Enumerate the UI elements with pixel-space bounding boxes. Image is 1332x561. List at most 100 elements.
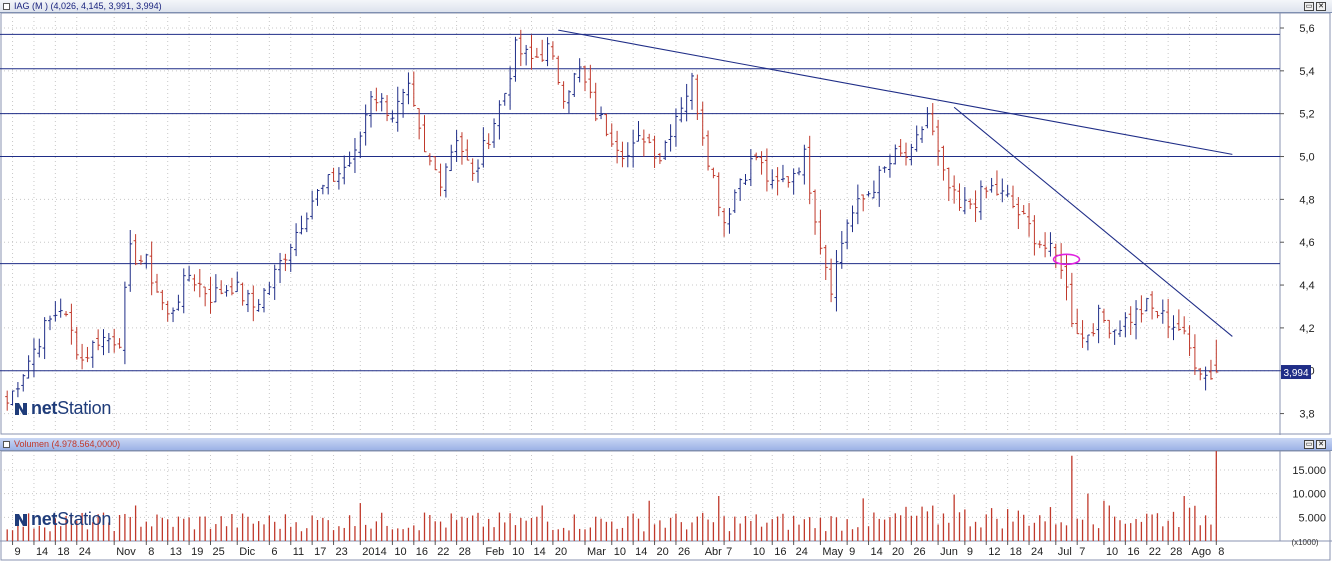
ohlc-bar [48, 315, 52, 331]
ohlc-bar [26, 355, 31, 379]
ohlc-bar [449, 144, 454, 172]
ohlc-bar [775, 167, 780, 196]
x-tick-label: 14 [871, 546, 883, 558]
ohlc-bar [1101, 308, 1106, 323]
ohlc-bar [181, 268, 186, 314]
panel-checkbox-icon[interactable] [3, 441, 10, 448]
ohlc-bar [534, 47, 539, 58]
ohlc-bar [454, 130, 459, 162]
x-tick-label: 6 [271, 546, 277, 558]
ohlc-bar [604, 113, 609, 137]
ohlc-bar [898, 139, 903, 157]
x-tick-label: 14 [635, 546, 647, 558]
ohlc-bar [722, 208, 727, 237]
ohlc-bar [759, 151, 764, 175]
x-tick-label: 18 [1010, 546, 1022, 558]
ohlc-bar [1150, 291, 1155, 320]
ohlc-bar [80, 343, 85, 370]
ohlc-bar [288, 243, 293, 272]
ohlc-bar [797, 167, 801, 176]
ohlc-bar [673, 108, 678, 147]
ohlc-bar [1048, 232, 1053, 257]
x-tick-label: 24 [79, 546, 91, 558]
ohlc-bar [914, 125, 919, 152]
ohlc-bar [347, 151, 352, 167]
price-panel-title: IAG (M ) (4,026, 4,145, 3,991, 3,994) [14, 1, 162, 11]
x-tick-label: 20 [555, 546, 567, 558]
ohlc-bar [85, 346, 90, 363]
panel-checkbox-icon[interactable] [3, 3, 10, 10]
ohlc-bar [540, 39, 545, 62]
ohlc-bar [369, 91, 373, 128]
x-tick-label: 8 [1218, 546, 1224, 558]
restore-icon[interactable]: ▭ [1304, 440, 1314, 449]
trend-line [558, 29, 1233, 155]
ohlc-bar [1208, 359, 1213, 380]
x-tick-label: 28 [459, 546, 471, 558]
ohlc-bar [561, 81, 566, 109]
volume-tick-label: 15.000 [1292, 465, 1326, 477]
ohlc-bar [700, 101, 705, 146]
ohlc-bar [1021, 205, 1026, 215]
volume-panel-title: Volumen (4.978.564,0000) [14, 439, 121, 449]
ohlc-bar [197, 268, 202, 298]
ohlc-bar [577, 58, 582, 83]
ohlc-bar [171, 307, 176, 323]
ohlc-bar [176, 294, 181, 311]
ohlc-bar [304, 212, 309, 233]
ohlc-bar [31, 338, 36, 378]
price-panel: IAG (M ) (4,026, 4,145, 3,991, 3,994) ▭ … [0, 0, 1332, 435]
x-tick-label: Abr [705, 546, 722, 558]
x-tick-label: 12 [988, 546, 1000, 558]
ohlc-bar [74, 326, 79, 360]
y-tick-label: 4,2 [1299, 323, 1314, 335]
ohlc-bar [1085, 334, 1090, 351]
ohlc-bar [64, 311, 69, 317]
x-tick-label: 9 [849, 546, 855, 558]
y-tick-label: 5,2 [1299, 109, 1314, 121]
ohlc-bar [829, 258, 834, 303]
ohlc-bar [144, 254, 149, 269]
x-tick-label: 22 [1149, 546, 1161, 558]
ohlc-bar [497, 100, 502, 140]
ohlc-bar [1112, 329, 1117, 345]
price-chart[interactable]: 5,65,45,25,04,84,64,44,24,03,83,994 [0, 13, 1332, 435]
ohlc-bar [668, 124, 673, 152]
ohlc-bar [556, 55, 561, 85]
ohlc-bar [411, 71, 416, 107]
ohlc-bar [112, 328, 117, 353]
ohlc-bar [631, 129, 636, 168]
ohlc-bar [1171, 315, 1176, 341]
ohlc-bar [203, 286, 208, 307]
ohlc-bar [342, 155, 347, 185]
ohlc-bar [192, 274, 197, 292]
ohlc-bar [1016, 197, 1021, 230]
ohlc-bar [406, 72, 411, 105]
ohlc-bar [802, 144, 807, 185]
ohlc-bar [887, 154, 892, 178]
ohlc-bar [187, 266, 192, 282]
restore-icon[interactable]: ▭ [1304, 2, 1314, 11]
ohlc-bar [1155, 311, 1160, 319]
ohlc-bar [165, 300, 170, 322]
close-icon[interactable]: ✕ [1316, 2, 1326, 11]
y-tick-label: 4,6 [1299, 237, 1314, 249]
volume-chart[interactable]: 15.00010.0005.0004.978.564(x1000)9141824… [0, 451, 1332, 561]
netstation-logo-icon [15, 514, 27, 526]
netstation-logo: netStation [14, 398, 111, 419]
close-icon[interactable]: ✕ [1316, 440, 1326, 449]
ohlc-bar [550, 41, 555, 60]
ohlc-bar [331, 167, 336, 182]
ohlc-bar [813, 189, 818, 235]
x-tick-label: 25 [213, 546, 225, 558]
ohlc-bar [807, 135, 812, 205]
ohlc-bar [1144, 298, 1149, 312]
y-tick-label: 4,8 [1299, 194, 1314, 206]
ohlc-bar [593, 82, 598, 122]
ohlc-bar [845, 219, 850, 249]
ohlc-bar [1118, 320, 1122, 338]
ohlc-bar [647, 133, 652, 144]
ohlc-bar [438, 163, 443, 197]
ohlc-bar [657, 152, 662, 164]
ohlc-bar [240, 282, 245, 306]
